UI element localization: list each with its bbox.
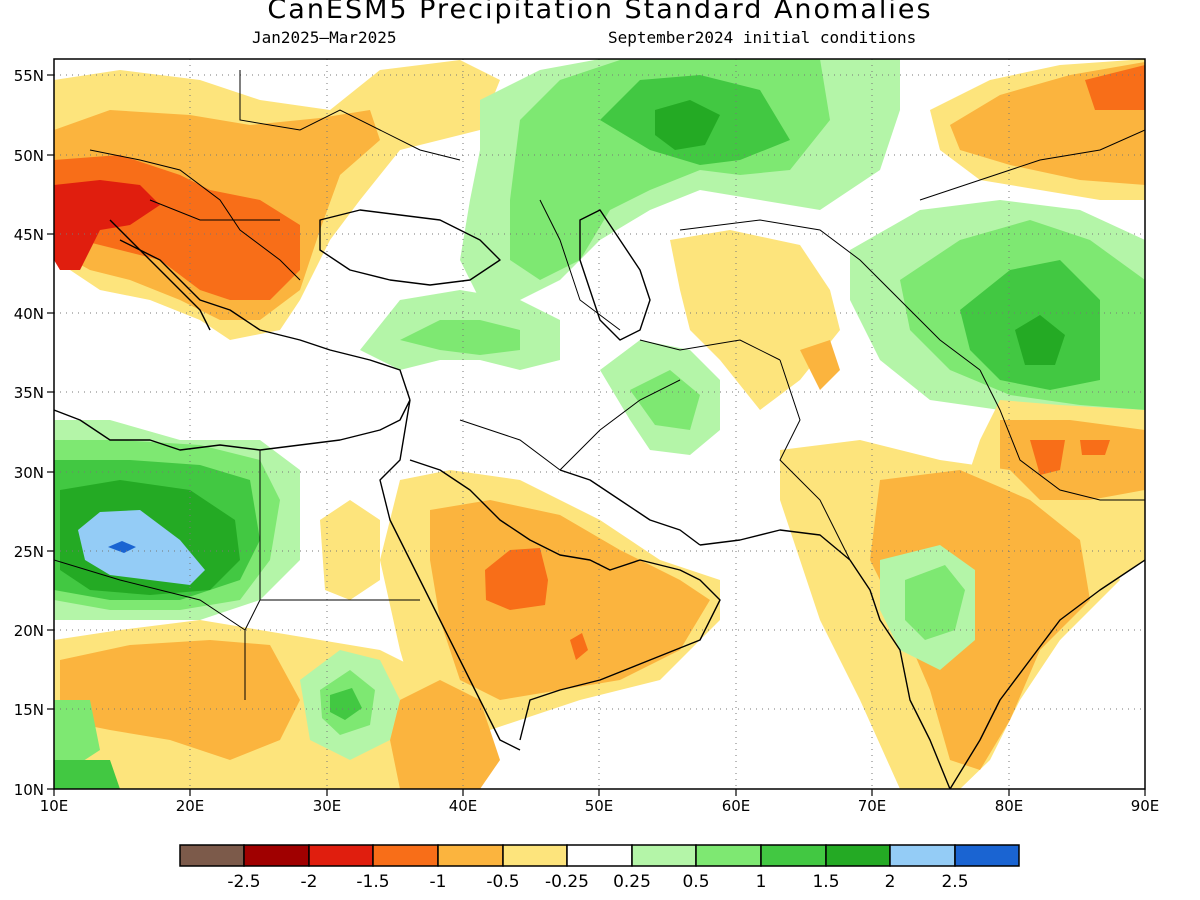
lat-label: 45N (14, 226, 44, 244)
colorbar-swatches (179, 844, 1020, 867)
lat-label: 30N (14, 464, 44, 482)
map-title: CanESM5 Precipitation Standard Anomalies (267, 0, 933, 25)
anomaly-arabia-moderate-dry (485, 548, 548, 610)
lat-label: 40N (14, 305, 44, 323)
anomaly-india-dry-core (870, 470, 1090, 770)
borders (54, 70, 1145, 700)
anomaly-europe-strong-dry (54, 180, 160, 270)
coastline-persian-gulf (559, 469, 701, 546)
anomaly-arabia-dry (430, 500, 710, 700)
colorbar-label: 1 (756, 872, 767, 892)
colorbar-swatch (502, 844, 568, 867)
anomaly-central-asia-dry (670, 230, 840, 410)
anomaly-central-asia-dry-core (800, 340, 840, 390)
colorbar-label: -0.25 (545, 872, 589, 892)
colorbar-swatch (243, 844, 310, 867)
anomaly-arabia-moderate-dry-2 (570, 633, 588, 660)
anomaly-libya-extreme-wet (108, 541, 136, 553)
longitude-labels: 10E 20E 30E 40E 50E 60E 70E 80E 90E (40, 797, 1160, 815)
colorbar-label: 1.5 (812, 872, 839, 892)
lon-label: 50E (585, 797, 614, 815)
colorbar-swatch (179, 844, 245, 867)
latitude-labels: 10N 15N 20N 25N 30N 35N 40N 45N 50N 55N (14, 67, 44, 799)
anomaly-sahel-dry-east (390, 680, 500, 789)
lon-label: 80E (995, 797, 1024, 815)
coastline-india-east (949, 559, 1145, 789)
anomaly-tibet-moderate-dry (1030, 440, 1065, 475)
colorbar-swatch (760, 844, 827, 867)
lat-label: 55N (14, 67, 44, 85)
colorbar-swatch (695, 844, 762, 867)
lon-label: 90E (1131, 797, 1160, 815)
colorbar-label: -1 (430, 872, 447, 892)
colorbar-swatch (631, 844, 697, 867)
colorbar-label: -2 (301, 872, 318, 892)
lat-label: 25N (14, 543, 44, 561)
coastline-north-africa (54, 399, 411, 451)
colorbar-swatch (954, 844, 1020, 867)
anomaly-northeast-moderate-dry (1085, 65, 1145, 110)
coastline-iran-pakistan (699, 529, 851, 561)
colorbar-label: 0.25 (613, 872, 651, 892)
colorbar-swatch (566, 844, 633, 867)
anomaly-egypt-dry (320, 500, 380, 600)
colorbar-labels: -2.5 -2 -1.5 -1 -0.5 -0.25 0.25 0.5 1 1.… (227, 872, 968, 892)
colorbar: -2.5 -2 -1.5 -1 -0.5 -0.25 0.25 0.5 1 1.… (179, 844, 1020, 892)
coastline-india-west (849, 559, 951, 789)
anomaly-turkey-wet-core (400, 320, 520, 355)
anomaly-field (54, 59, 1145, 789)
colorbar-swatch (308, 844, 374, 867)
anomaly-iran-wet-core (630, 370, 700, 430)
colorbar-label: 2.5 (941, 872, 968, 892)
lon-label: 40E (449, 797, 478, 815)
lat-label: 10N (14, 781, 44, 799)
colorbar-label: 0.5 (682, 872, 709, 892)
coastline-mediterranean-north (119, 239, 411, 401)
anomaly-libya-very-wet (78, 510, 205, 585)
coastline-black-sea (319, 209, 501, 286)
lat-label: 15N (14, 701, 44, 719)
colorbar-swatch (437, 844, 504, 867)
axis-ticks (47, 74, 1146, 796)
colorbar-swatch (372, 844, 439, 867)
anomaly-west-africa-wet-2 (54, 760, 120, 789)
lon-label: 60E (722, 797, 751, 815)
forecast-period: Jan2025–Mar2025 (252, 28, 397, 47)
anomaly-north-wet-strong (655, 100, 720, 150)
coastline-italy (109, 219, 211, 331)
initial-conditions: September2024 initial conditions (608, 28, 917, 47)
coastline-arabia (409, 459, 721, 741)
colorbar-swatch (825, 844, 891, 867)
map-area[interactable] (54, 59, 1145, 789)
lon-label: 20E (176, 797, 205, 815)
lat-label: 50N (14, 147, 44, 165)
colorbar-label: -1.5 (356, 872, 389, 892)
lon-label: 30E (313, 797, 342, 815)
coastline-caspian-sea (579, 209, 651, 341)
coastline-levant-red-sea (379, 399, 521, 751)
colorbar-label: -2.5 (227, 872, 260, 892)
colorbar-swatch (889, 844, 956, 867)
anomaly-tibet-moderate-dry-2 (1080, 440, 1110, 455)
lon-label: 10E (40, 797, 69, 815)
anomaly-india-wet-core (905, 565, 965, 640)
lat-label: 20N (14, 622, 44, 640)
colorbar-label: -0.5 (486, 872, 519, 892)
anomaly-sudan-wet-strong (330, 688, 362, 720)
lat-label: 35N (14, 384, 44, 402)
colorbar-label: 2 (885, 872, 896, 892)
anomaly-sahel-dry-core (60, 640, 300, 760)
coastlines (54, 209, 1145, 789)
lon-label: 70E (858, 797, 887, 815)
anomaly-china-wet-strong (1015, 315, 1065, 365)
